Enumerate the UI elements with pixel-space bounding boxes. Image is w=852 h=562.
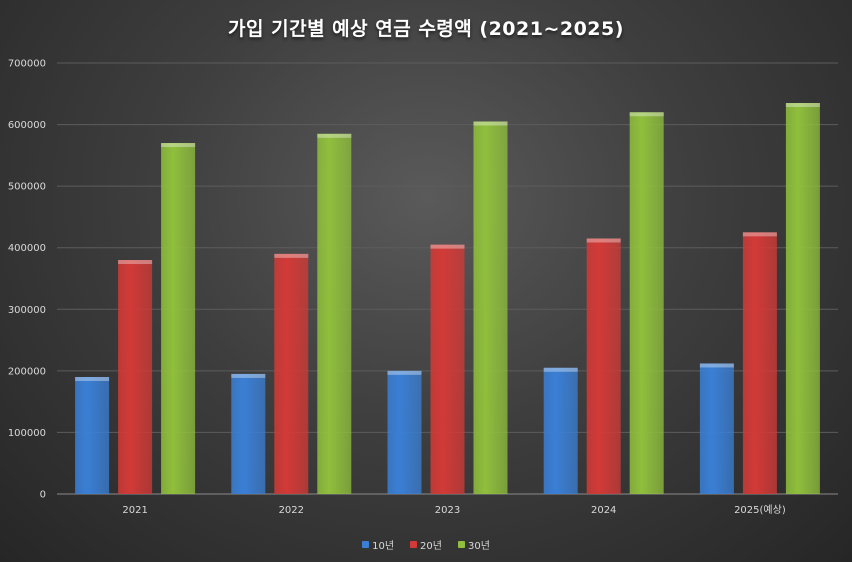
y-tick-label: 700000 bbox=[8, 59, 46, 70]
bar-body bbox=[629, 112, 664, 494]
x-axis-ticks: 2021 2022 2023 2024 2025(예상) bbox=[122, 504, 785, 516]
legend-swatch-10y bbox=[362, 541, 370, 548]
bar-body bbox=[586, 238, 621, 494]
chart-title: 가입 기간별 예상 연금 수령액 (2021~2025) bbox=[228, 18, 624, 40]
y-tick-label: 200000 bbox=[8, 366, 46, 377]
bar-top-highlight bbox=[118, 260, 153, 265]
bar-body bbox=[118, 260, 153, 494]
bar-body bbox=[231, 373, 266, 494]
bar-top-highlight bbox=[543, 367, 578, 372]
legend-label-10y: 10년 bbox=[372, 541, 395, 552]
x-tick-label: 2023 bbox=[435, 505, 460, 516]
y-tick-label: 500000 bbox=[8, 182, 46, 193]
x-tick-label: 2024 bbox=[591, 505, 616, 516]
bar-body bbox=[430, 244, 465, 494]
legend-swatch-30y bbox=[457, 541, 465, 548]
y-tick-label: 600000 bbox=[8, 120, 46, 131]
bar[interactable] bbox=[231, 373, 266, 494]
bar[interactable] bbox=[699, 363, 734, 494]
bar[interactable] bbox=[118, 260, 153, 494]
x-tick-label: 2021 bbox=[122, 505, 147, 516]
bars bbox=[75, 103, 820, 495]
bar-top-highlight bbox=[231, 373, 266, 378]
bar[interactable] bbox=[586, 238, 621, 494]
bar[interactable] bbox=[543, 367, 578, 494]
bar-body bbox=[473, 121, 508, 494]
bar-body bbox=[161, 143, 196, 495]
bar[interactable] bbox=[317, 133, 352, 495]
bar[interactable] bbox=[785, 103, 820, 495]
bar[interactable] bbox=[742, 232, 777, 495]
bar-top-highlight bbox=[629, 112, 664, 117]
bar[interactable] bbox=[161, 143, 196, 495]
bar-body bbox=[785, 103, 820, 495]
bar-body bbox=[742, 232, 777, 495]
bar-top-highlight bbox=[699, 363, 734, 368]
bar[interactable] bbox=[274, 253, 309, 494]
y-axis-ticks: 0 100000 200000 300000 400000 500000 600000 700… bbox=[8, 59, 46, 501]
x-tick-label: 2025(예상) bbox=[734, 504, 786, 516]
bar-top-highlight bbox=[161, 143, 196, 148]
y-tick-label: 300000 bbox=[8, 305, 46, 316]
bar[interactable] bbox=[75, 377, 110, 494]
bar[interactable] bbox=[430, 244, 465, 494]
bar-top-highlight bbox=[785, 103, 820, 108]
bar-top-highlight bbox=[274, 253, 309, 258]
bar-body bbox=[75, 377, 110, 494]
bar-top-highlight bbox=[586, 238, 621, 243]
legend-label-30y: 30년 bbox=[467, 541, 490, 552]
legend-label-20y: 20년 bbox=[420, 541, 442, 552]
legend-item-20y[interactable]: 20년 bbox=[410, 537, 442, 552]
x-tick-label: 2022 bbox=[279, 505, 304, 516]
bar-top-highlight bbox=[473, 121, 508, 126]
bar-top-highlight bbox=[317, 133, 352, 138]
bar[interactable] bbox=[473, 121, 508, 494]
y-tick-label: 0 bbox=[40, 490, 46, 501]
bar-body bbox=[274, 253, 309, 494]
bar-top-highlight bbox=[75, 377, 110, 382]
legend-swatch-20y bbox=[410, 541, 418, 548]
bar[interactable] bbox=[629, 112, 664, 494]
bar-body bbox=[543, 367, 578, 494]
y-tick-label: 400000 bbox=[8, 243, 46, 254]
legend: 10년 20년 30년 bbox=[0, 537, 852, 552]
bar-body bbox=[699, 363, 734, 494]
bar[interactable] bbox=[387, 370, 422, 494]
bar-top-highlight bbox=[430, 244, 465, 249]
legend-item-10y[interactable]: 10년 bbox=[362, 537, 394, 552]
bar-body bbox=[317, 133, 352, 495]
bar-top-highlight bbox=[387, 370, 422, 375]
bar-top-highlight bbox=[742, 232, 777, 237]
y-tick-label: 100000 bbox=[8, 428, 46, 439]
legend-item-30y[interactable]: 30년 bbox=[457, 537, 490, 552]
bar-body bbox=[387, 370, 422, 494]
